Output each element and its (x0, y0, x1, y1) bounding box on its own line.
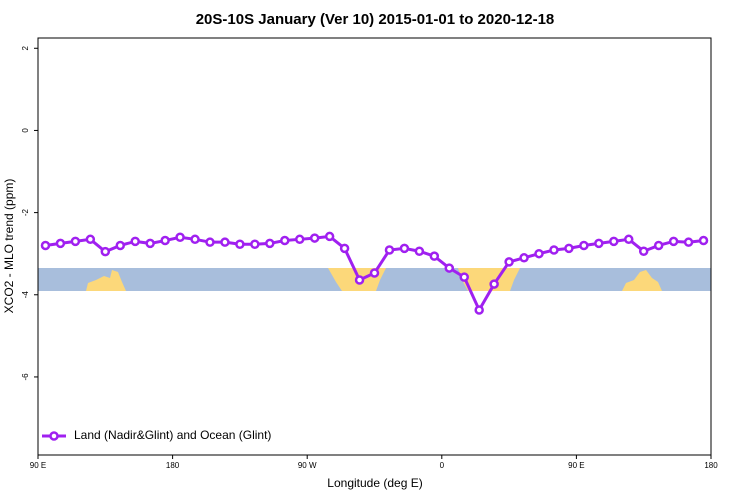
data-point (265, 238, 275, 249)
data-point (339, 243, 350, 254)
data-point (205, 237, 215, 247)
data-point (250, 239, 260, 249)
chart-title: 20S-10S January (Ver 10) 2015-01-01 to 2… (196, 11, 555, 28)
data-point (294, 234, 305, 245)
data-point (220, 237, 230, 247)
data-point (115, 240, 126, 251)
data-point (70, 236, 81, 247)
data-point (85, 234, 96, 245)
y-axis-label: XCO2 - MLO trend (ppm) (2, 179, 16, 314)
legend-label: Land (Nadir&Glint) and Ocean (Glint) (74, 428, 271, 442)
data-point (190, 234, 200, 245)
x-axis-label: Longitude (deg E) (327, 476, 422, 490)
data-point (369, 268, 380, 278)
data-point (175, 232, 185, 243)
data-point (100, 246, 111, 257)
x-tick-label: 0 (440, 461, 445, 470)
y-tick-label: 0 (21, 128, 30, 133)
y-tick-label: -2 (21, 209, 30, 217)
data-point (549, 245, 559, 255)
data-point (519, 253, 529, 263)
data-point (638, 246, 649, 256)
data-point (309, 233, 320, 243)
x-tick-label: 180 (166, 461, 180, 470)
x-tick-label: 90 W (298, 461, 317, 470)
land-ocean-band (38, 268, 711, 291)
data-point (354, 275, 365, 285)
data-point (594, 238, 604, 249)
data-point (235, 239, 245, 249)
data-point (489, 279, 499, 289)
data-point (474, 305, 484, 315)
y-tick-label: -4 (21, 291, 30, 299)
data-point (609, 236, 619, 247)
data-point (145, 238, 155, 249)
data-point (414, 246, 425, 256)
data-point (130, 236, 140, 247)
data-point (683, 237, 694, 247)
data-point (698, 235, 709, 246)
data-point (55, 238, 66, 249)
x-tick-label: 90 E (30, 461, 46, 470)
y-tick-label: -6 (21, 373, 30, 381)
data-point (384, 245, 395, 255)
data-point (429, 251, 440, 261)
x-tick-label: 180 (704, 461, 718, 470)
data-point (564, 243, 574, 254)
data-point (399, 243, 410, 254)
data-point (668, 236, 679, 247)
data-point (504, 257, 514, 267)
data-point (280, 235, 290, 246)
y-tick-label: 2 (21, 45, 30, 50)
x-tick-label: 90 E (568, 461, 584, 470)
legend-marker (49, 431, 59, 441)
data-point (534, 248, 544, 259)
data-point (459, 272, 469, 282)
data-point (40, 240, 51, 251)
data-point (579, 240, 589, 251)
data-point (324, 231, 335, 242)
data-point (623, 234, 634, 245)
data-point (160, 235, 170, 246)
plot-frame (37, 37, 712, 456)
data-point (653, 240, 664, 251)
data-point (444, 263, 455, 273)
